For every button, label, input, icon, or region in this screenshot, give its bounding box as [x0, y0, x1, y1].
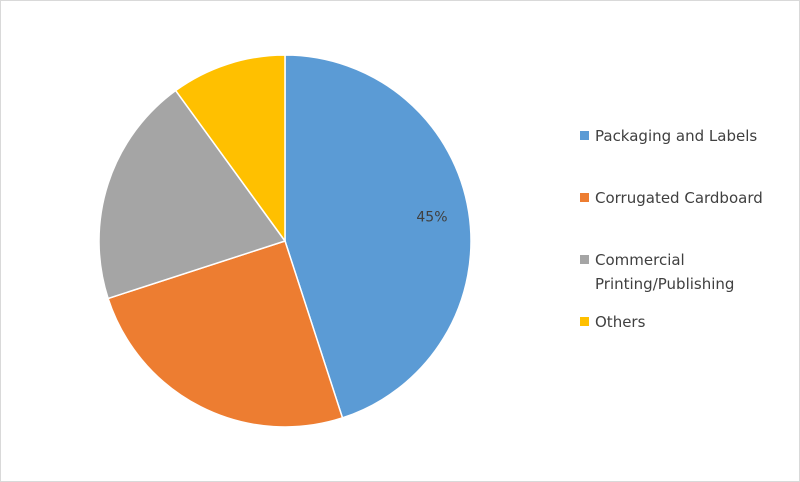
legend-swatch	[580, 255, 589, 264]
legend-swatch	[580, 317, 589, 326]
legend-label: Others	[595, 313, 646, 331]
pie-slice	[284, 54, 472, 419]
legend-swatch	[580, 131, 589, 140]
data-label: 45%	[416, 210, 447, 226]
pie-slice	[98, 89, 287, 300]
pie-slice	[107, 240, 344, 428]
legend-item: Packaging and Labels	[580, 124, 757, 148]
legend-item: Corrugated Cardboard	[580, 186, 763, 210]
legend-swatch	[580, 193, 589, 202]
pie-slice	[174, 54, 286, 244]
legend-item: Commercial Printing/Publishing	[580, 248, 785, 296]
legend-label: Commercial Printing/Publishing	[595, 251, 735, 293]
legend-label: Corrugated Cardboard	[595, 189, 763, 207]
legend-label: Packaging and Labels	[595, 127, 758, 145]
legend-item: Others	[580, 310, 645, 334]
